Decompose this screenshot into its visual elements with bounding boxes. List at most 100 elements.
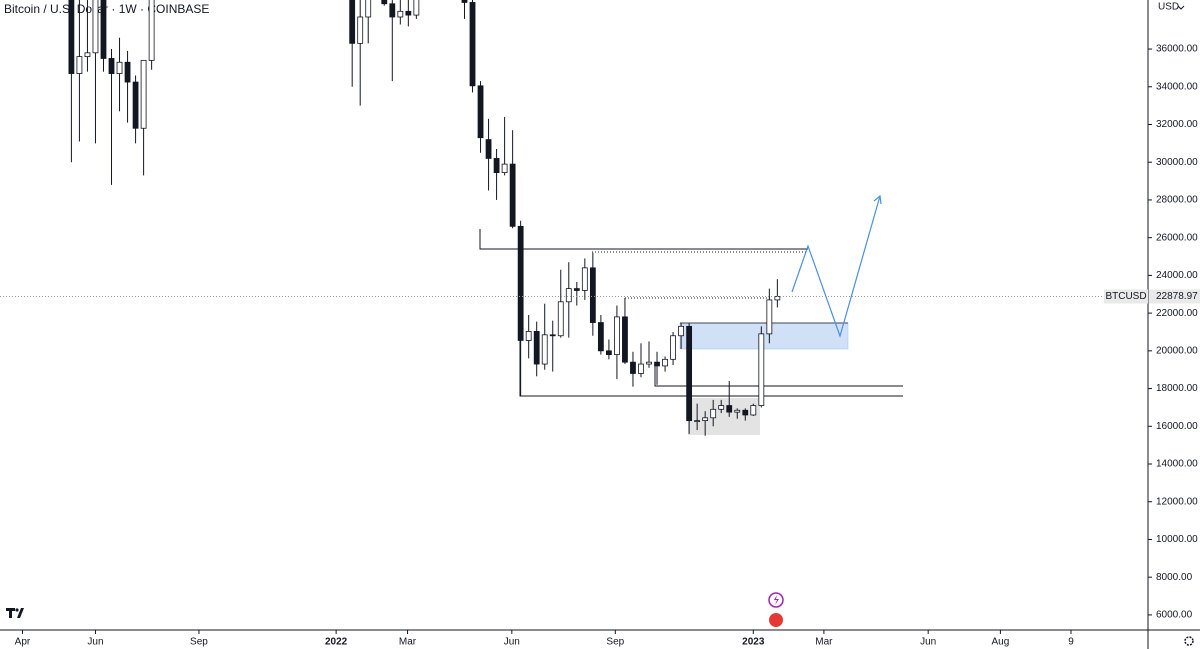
candle-body: [710, 408, 717, 419]
x-tick-label: Jun: [87, 637, 103, 648]
symbol-label: BTCUSD: [1105, 291, 1146, 302]
candle-body: [365, 0, 372, 18]
candles: [68, 0, 781, 436]
candle-body: [654, 361, 660, 367]
candle-body: [517, 225, 524, 341]
candle-body: [132, 81, 139, 129]
y-tick-label: 16000.00: [1156, 421, 1198, 432]
candle-body: [702, 417, 709, 422]
candle-body: [92, 0, 99, 54]
candle-body: [670, 335, 676, 360]
tv-logo: [6, 608, 24, 618]
candle-body: [573, 288, 580, 291]
candle-body: [589, 267, 596, 323]
x-tick-label: 2022: [325, 637, 348, 648]
candle-body: [509, 163, 516, 227]
candle-body: [84, 52, 91, 57]
y-tick-label: 36000.00: [1156, 44, 1198, 55]
candle-body: [108, 58, 115, 74]
y-tick-label: 14000.00: [1156, 459, 1198, 470]
candle-body: [734, 409, 741, 413]
candle-body: [116, 61, 123, 74]
candle-body: [357, 16, 364, 44]
settings-icon[interactable]: [1184, 636, 1194, 646]
candle-body: [549, 334, 556, 337]
candle-body: [485, 139, 492, 159]
x-tick-label: Jun: [504, 637, 520, 648]
candle-body: [750, 405, 757, 416]
candle-body: [662, 358, 668, 367]
event-icon-glyph: [774, 595, 779, 605]
level-line: [479, 229, 808, 250]
candle-body: [397, 10, 404, 18]
symbol-tag: [1104, 289, 1148, 304]
candle-body: [413, 0, 420, 16]
candle-body: [477, 85, 484, 139]
y-tick-label: 6000.00: [1156, 610, 1193, 621]
dropdown-icon[interactable]: [1177, 5, 1185, 10]
candle-body: [678, 325, 684, 337]
candle-body: [493, 158, 500, 173]
x-tick-label: 9: [1068, 637, 1074, 648]
y-tick-label: 12000.00: [1156, 496, 1198, 507]
x-tick-label: Sep: [606, 637, 624, 648]
level-line: [654, 365, 903, 387]
candle-body: [533, 331, 540, 365]
y-tick-label: 8000.00: [1156, 572, 1193, 583]
candle-body: [140, 59, 147, 129]
projection-arrow: [791, 195, 881, 338]
x-tick-label: Apr: [15, 637, 31, 648]
candle-body: [469, 2, 476, 87]
candle-body: [638, 363, 644, 374]
candle-body: [597, 322, 604, 352]
candle-body: [148, 0, 155, 61]
candle-body: [694, 420, 701, 423]
y-tick-label: 28000.00: [1156, 195, 1198, 206]
level-line: [519, 340, 903, 397]
candle-body: [646, 361, 652, 365]
arrow-head: [873, 194, 882, 205]
candle-body: [766, 299, 773, 335]
y-tick-label: 24000.00: [1156, 270, 1198, 281]
y-tick-label: 22000.00: [1156, 308, 1198, 319]
candle-body: [76, 56, 83, 74]
y-tick-label: 18000.00: [1156, 383, 1198, 394]
candle-body: [541, 334, 548, 365]
x-tick-label: Aug: [991, 637, 1009, 648]
candle-body: [718, 405, 725, 410]
candle-body: [630, 361, 636, 374]
candle-body: [726, 405, 733, 413]
range-zone: [688, 398, 760, 435]
candle-body: [389, 3, 396, 18]
candle-body: [124, 61, 131, 83]
candle-body: [381, 0, 388, 5]
price-label: 22878.97: [1156, 291, 1198, 302]
x-tick-label: Jun: [920, 637, 936, 648]
candle-body: [622, 316, 628, 363]
y-tick-label: 10000.00: [1156, 534, 1198, 545]
candle-body: [68, 0, 75, 74]
candle-body: [405, 10, 412, 16]
candle-body: [525, 331, 532, 341]
event-icon[interactable]: [769, 613, 783, 627]
candle-body: [686, 325, 693, 422]
candle-body: [461, 0, 468, 3]
drawings: [479, 194, 903, 435]
candle-body: [605, 350, 612, 356]
candle-body: [349, 0, 356, 44]
candle-body: [742, 409, 749, 416]
x-tick-label: Mar: [815, 637, 833, 648]
y-tick-label: 26000.00: [1156, 232, 1198, 243]
candle-body: [614, 316, 620, 356]
candle-body: [581, 267, 588, 291]
candle-body: [557, 301, 564, 337]
candle-body: [565, 288, 572, 303]
x-tick-label: Sep: [190, 637, 208, 648]
x-tick-label: 2023: [742, 637, 765, 648]
chart-title: Bitcoin / U.S. Dollar · 1W · COINBASE: [4, 2, 209, 16]
candle-body: [100, 0, 107, 59]
currency[interactable]: USD: [1158, 2, 1179, 13]
y-tick-label: 30000.00: [1156, 157, 1198, 168]
candle-body: [501, 163, 508, 173]
